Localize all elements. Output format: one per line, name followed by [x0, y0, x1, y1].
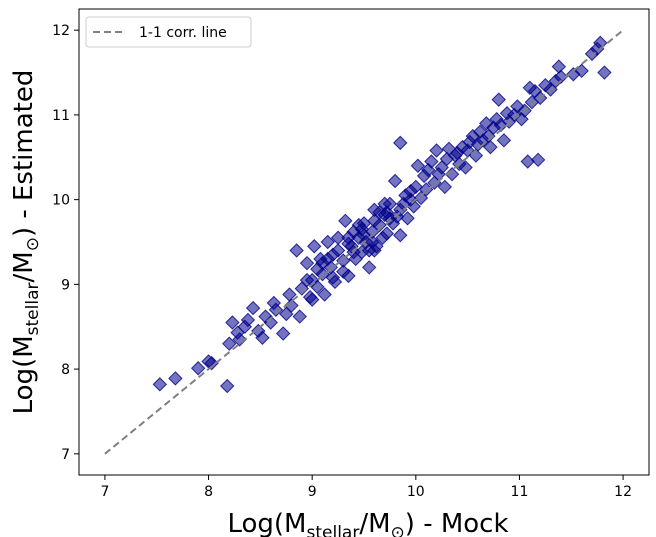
x-tick-label: 9	[308, 484, 317, 500]
data-point	[458, 160, 473, 175]
data-point	[408, 179, 424, 195]
data-point	[168, 371, 183, 386]
data-point	[338, 213, 353, 229]
x-tick-label: 11	[511, 484, 529, 500]
data-point	[597, 65, 612, 80]
data-point	[424, 154, 439, 169]
data-point	[393, 135, 408, 151]
data-point	[299, 272, 315, 288]
data-point	[330, 243, 346, 258]
x-axis-label: Log(Mstellar/M⊙) - Mock	[227, 509, 508, 537]
axes-frame	[78, 8, 650, 476]
data-point	[437, 179, 453, 195]
y-tick-label: 10	[52, 193, 70, 209]
data-point	[354, 222, 370, 237]
data-point	[268, 302, 284, 317]
data-point	[325, 270, 341, 285]
data-point	[320, 234, 335, 250]
legend-label: 1-1 corr. line	[139, 25, 227, 41]
legend: 1-1 corr. line	[85, 16, 252, 48]
data-point	[367, 213, 382, 229]
y-tick-label: 9	[61, 277, 70, 293]
y-tick-label: 8	[61, 362, 70, 378]
y-tick-label: 7	[61, 447, 70, 463]
data-point	[444, 167, 460, 182]
data-point	[491, 92, 506, 107]
x-tick-label: 7	[100, 484, 109, 500]
data-point	[520, 154, 535, 169]
data-point	[403, 192, 418, 207]
data-point	[275, 326, 291, 341]
data-point	[336, 264, 351, 279]
data-point	[284, 298, 299, 313]
data-point	[232, 332, 247, 347]
y-tick-label: 12	[52, 23, 70, 39]
data-point	[387, 173, 403, 189]
y-axis-label: Log(Mstellar/M⊙) - Estimated	[9, 70, 43, 415]
data-point	[219, 378, 235, 394]
data-point	[530, 152, 546, 168]
data-point	[255, 330, 270, 345]
x-tick-label: 8	[204, 484, 213, 500]
data-point	[245, 300, 261, 316]
data-point	[496, 133, 512, 148]
data-point	[289, 243, 304, 258]
data-point	[361, 260, 377, 275]
data-point	[429, 143, 444, 158]
legend-box	[85, 16, 252, 48]
data-point	[315, 255, 330, 271]
data-point	[190, 361, 206, 376]
y-axis-ticks: 7 8 9 10 11 12	[52, 23, 79, 463]
data-point	[299, 255, 315, 271]
data-point	[317, 287, 332, 302]
x-tick-label: 10	[407, 484, 425, 500]
data-point	[553, 69, 569, 84]
data-point	[152, 377, 168, 392]
data-point	[365, 234, 380, 250]
x-tick-label: 12	[614, 484, 632, 500]
data-point	[379, 205, 395, 220]
data-point	[292, 309, 307, 324]
data-point	[341, 236, 356, 251]
data-point	[222, 336, 237, 351]
y-tick-label: 11	[52, 108, 70, 124]
data-point	[225, 315, 240, 330]
x-axis-ticks: 7 8 9 10 11 12	[100, 475, 632, 500]
data-point	[483, 139, 498, 155]
data-point	[204, 355, 219, 371]
one-to-one-line	[104, 29, 624, 455]
data-point	[379, 226, 395, 241]
data-point	[551, 59, 567, 74]
data-point	[307, 239, 322, 254]
data-point	[393, 228, 408, 243]
data-point	[400, 211, 415, 226]
data-point	[410, 158, 426, 173]
points-layer	[152, 35, 612, 394]
data-point	[302, 289, 318, 305]
data-point	[263, 315, 278, 330]
data-point	[240, 312, 256, 328]
